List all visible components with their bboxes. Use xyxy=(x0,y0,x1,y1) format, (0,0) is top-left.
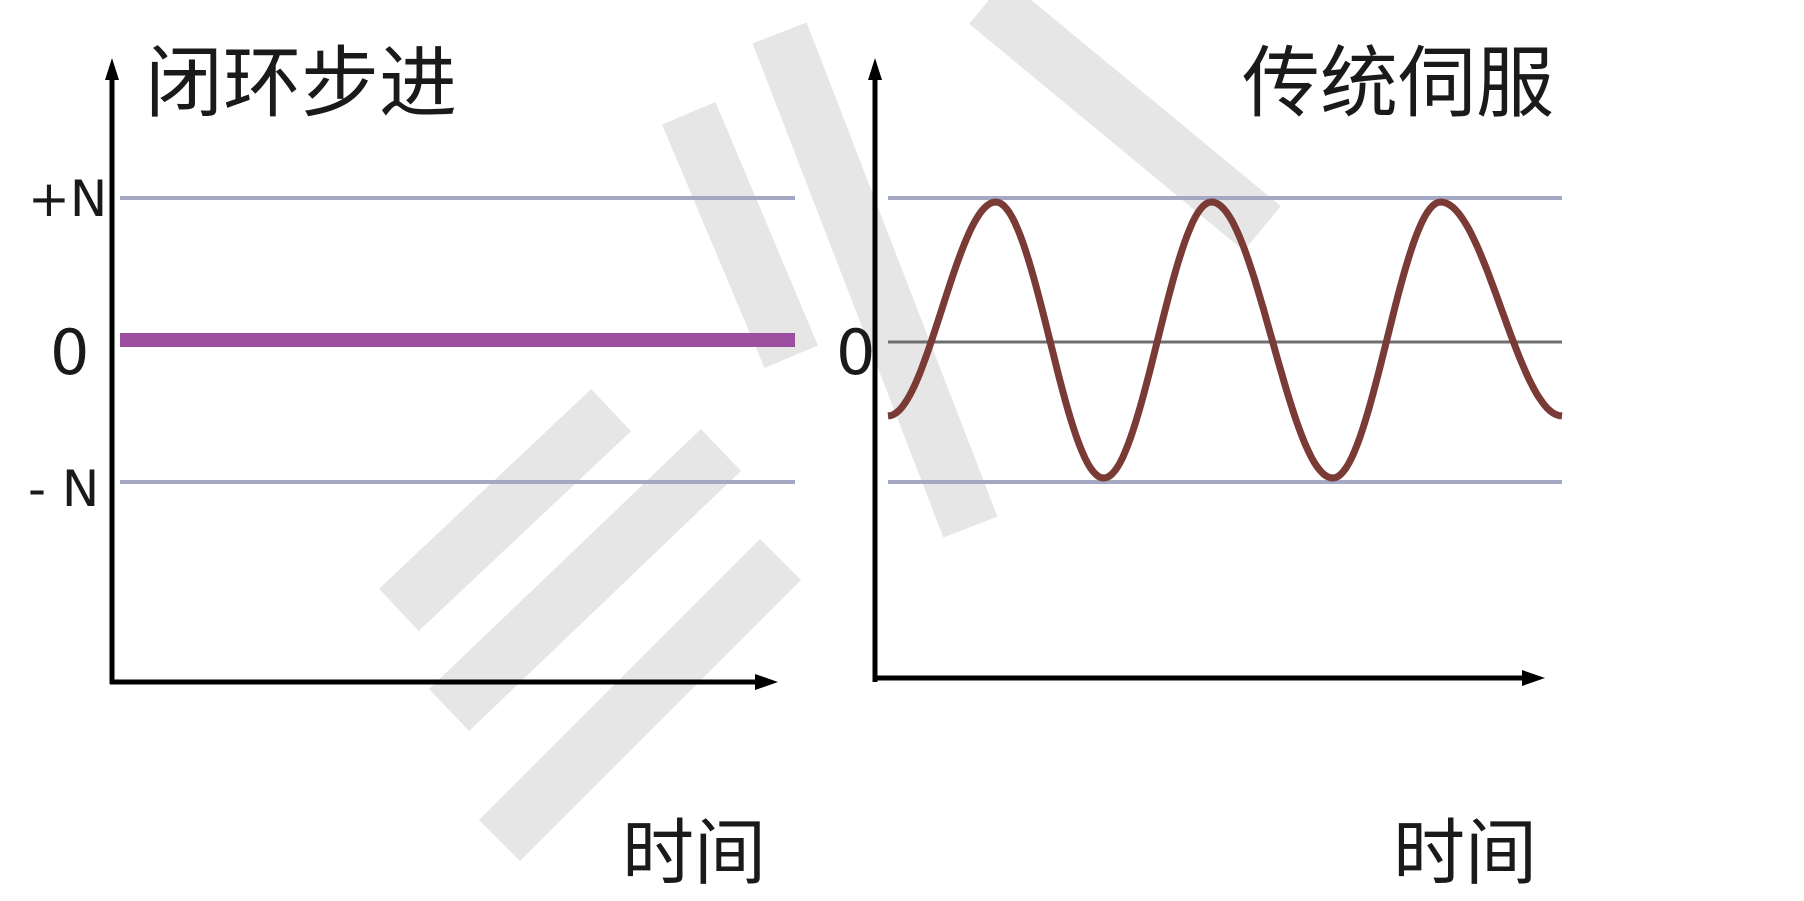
watermark xyxy=(379,0,1281,862)
x-axis-label: 时间 xyxy=(622,811,766,895)
y-axis-arrow xyxy=(868,58,882,80)
panel-traditional-servo: 传统伺服 0 时间 xyxy=(836,39,1563,895)
chart-title: 闭环步进 xyxy=(145,39,457,129)
chart-title: 传统伺服 xyxy=(1242,39,1554,129)
x-axis-label: 时间 xyxy=(1393,811,1537,895)
y-tick-label-zero: 0 xyxy=(50,316,89,389)
panel-closed-loop-stepper: 闭环步进 +N 0 - N 时间 xyxy=(28,39,795,895)
x-axis-arrow xyxy=(1522,670,1545,686)
x-axis-arrow xyxy=(755,674,778,690)
y-axis-arrow xyxy=(105,58,119,80)
y-tick-label-plus-n: +N xyxy=(28,170,107,228)
y-tick-label-minus-n: - N xyxy=(28,460,99,518)
y-tick-label-zero: 0 xyxy=(836,316,875,389)
series-line-traditional-servo xyxy=(887,198,1563,482)
